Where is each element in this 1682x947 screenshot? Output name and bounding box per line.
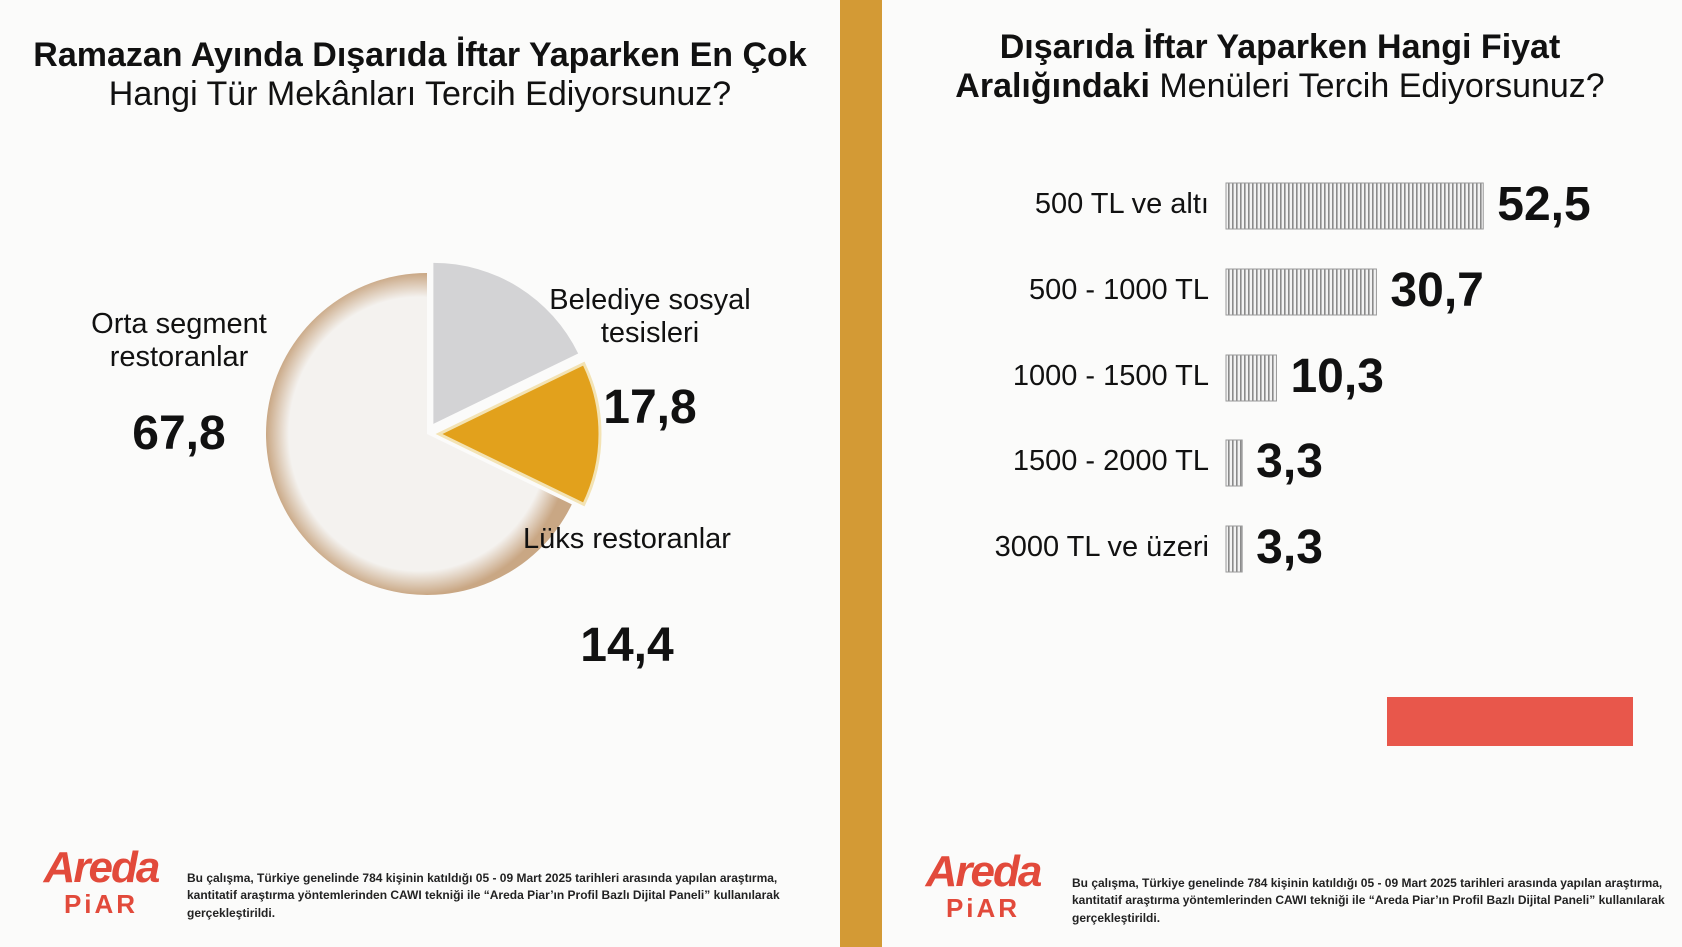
value-label: 52,5 — [1497, 178, 1591, 231]
category-label: 1500 - 2000 TL — [1012, 445, 1209, 477]
slice-value: 67,8 — [132, 407, 226, 460]
category-label: 1000 - 1500 TL — [1012, 360, 1209, 392]
pie-slice — [266, 273, 572, 596]
bar — [1225, 354, 1277, 402]
slice-value: 14,4 — [580, 619, 674, 672]
footnote: Bu çalışma, Türkiye genelinde 784 kişini… — [187, 871, 780, 920]
bar — [1225, 182, 1484, 230]
chart-title: Ramazan Ayında Dışarıda İftar Yaparken E… — [33, 36, 807, 114]
slice-value: 17,8 — [603, 381, 697, 434]
bar — [1225, 439, 1243, 487]
value-label: 10,3 — [1290, 350, 1384, 403]
category-label: 3000 TL ve üzeri — [994, 531, 1209, 563]
logo: Areda PiAR — [43, 843, 161, 919]
logo: Areda PiAR — [925, 847, 1043, 923]
category-label: 500 TL ve altı — [1034, 188, 1209, 220]
pie-slice — [435, 361, 602, 507]
category-label: 500 - 1000 TL — [1028, 274, 1209, 306]
divider — [840, 0, 882, 947]
chart-title: Dışarıda İftar Yaparken Hangi Fiyat Aral… — [955, 28, 1605, 106]
value-label: 30,7 — [1390, 264, 1484, 317]
slice-label: Lüks restoranlar — [523, 523, 731, 555]
bar — [1225, 525, 1243, 573]
slice-label: Orta segment restoranlar — [91, 308, 267, 374]
bar — [1225, 268, 1377, 316]
slice-label: Belediye sosyal tesisleri — [549, 284, 751, 350]
value-label: 3,3 — [1256, 435, 1323, 488]
value-label: 3,3 — [1256, 521, 1323, 574]
footnote: Bu çalışma, Türkiye genelinde 784 kişini… — [1072, 876, 1665, 925]
decor-band — [1387, 697, 1633, 746]
pie-slice — [433, 262, 579, 424]
